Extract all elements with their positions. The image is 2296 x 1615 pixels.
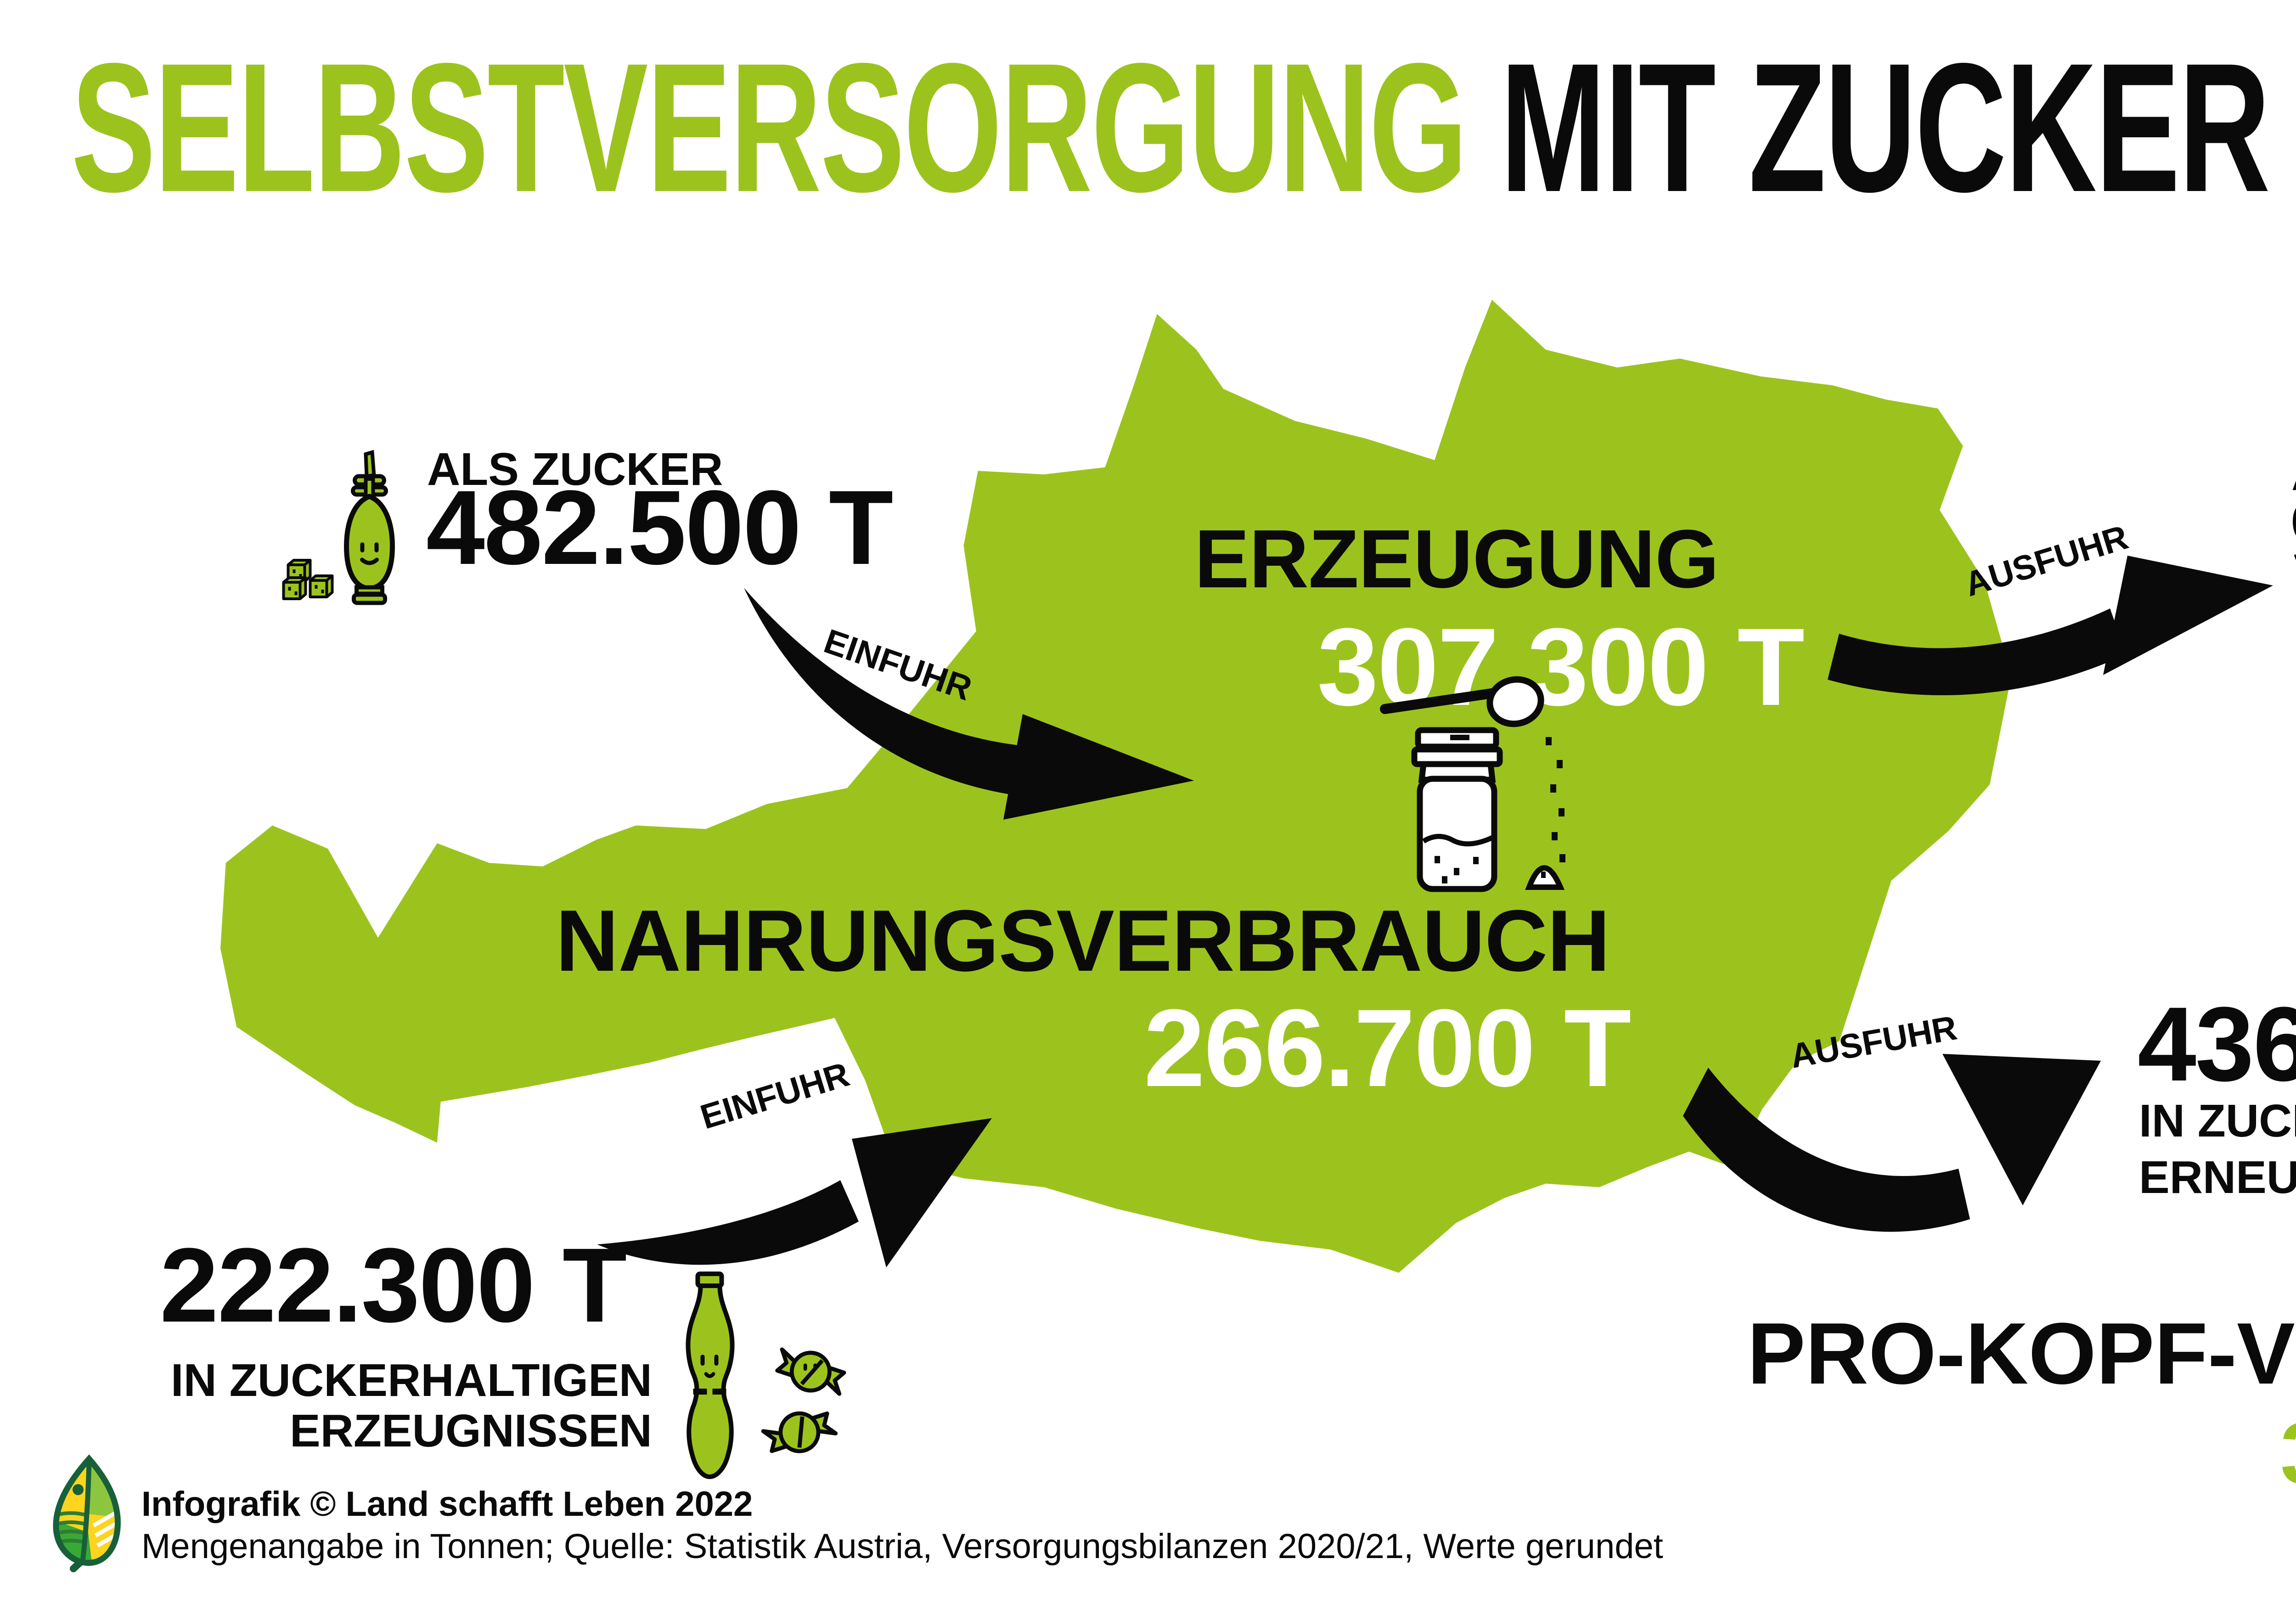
consumption-value: 266.700 T: [1143, 986, 1632, 1109]
per-capita-label: PRO-KOPF-VERBRAUCH: [1747, 1305, 2296, 1402]
leaf-logo: [53, 1454, 121, 1572]
export-products-value: 436.600 T: [2138, 985, 2296, 1103]
title-green: SELBSTVERSORGUNG: [71, 25, 1468, 230]
import-arrow-top: [744, 588, 1194, 820]
export-arrow-top: [1828, 556, 2273, 696]
import-products-desc-line2: ERZEUGNISSEN: [289, 1405, 652, 1457]
candy-icon: [761, 1347, 846, 1453]
export-products-desc-line2: ERNEUGNISSEN: [2139, 1152, 2296, 1203]
import-sugar-value: 482.500 T: [426, 468, 893, 586]
sugar-dispenser-icon: [343, 450, 395, 605]
title-black: MIT ZUCKER: [1466, 25, 2270, 230]
footer-source: Mengenangabe in Tonnen; Quelle: Statisti…: [141, 1527, 1663, 1566]
import-products-value: 222.300 T: [160, 1226, 627, 1344]
sugar-jar-spoon-icon: [1380, 676, 1565, 892]
export-arrow-bottom: [1683, 1054, 2101, 1232]
page-title: SELBSTVERSORGUNG MIT ZUCKER: [71, 36, 2296, 219]
import-arrow-bottom: [597, 1118, 992, 1267]
soda-bottle-icon: [686, 1272, 735, 1480]
per-capita-value: 30 KG/JAHR: [1653, 1410, 2296, 1497]
import-products-desc-line1: IN ZUCKERHALTIGEN: [170, 1355, 652, 1406]
export-sugar-value: 97.900 T: [2289, 482, 2296, 587]
export-products-desc-line1: IN ZUCKERHALTIGEN: [2139, 1095, 2296, 1147]
import-sugar-heading: ALS ZUCKER: [427, 444, 723, 495]
consumption-label: NAHRUNGSVERBRAUCH: [556, 892, 1610, 990]
footer-credit: Infografik © Land schafft Leben 2022: [141, 1485, 753, 1524]
export-sugar-heading: ALS ZUCKER: [2291, 451, 2296, 497]
sugar-cubes-icon: [282, 559, 334, 600]
production-label: ERZEUGUNG: [1194, 513, 1719, 605]
